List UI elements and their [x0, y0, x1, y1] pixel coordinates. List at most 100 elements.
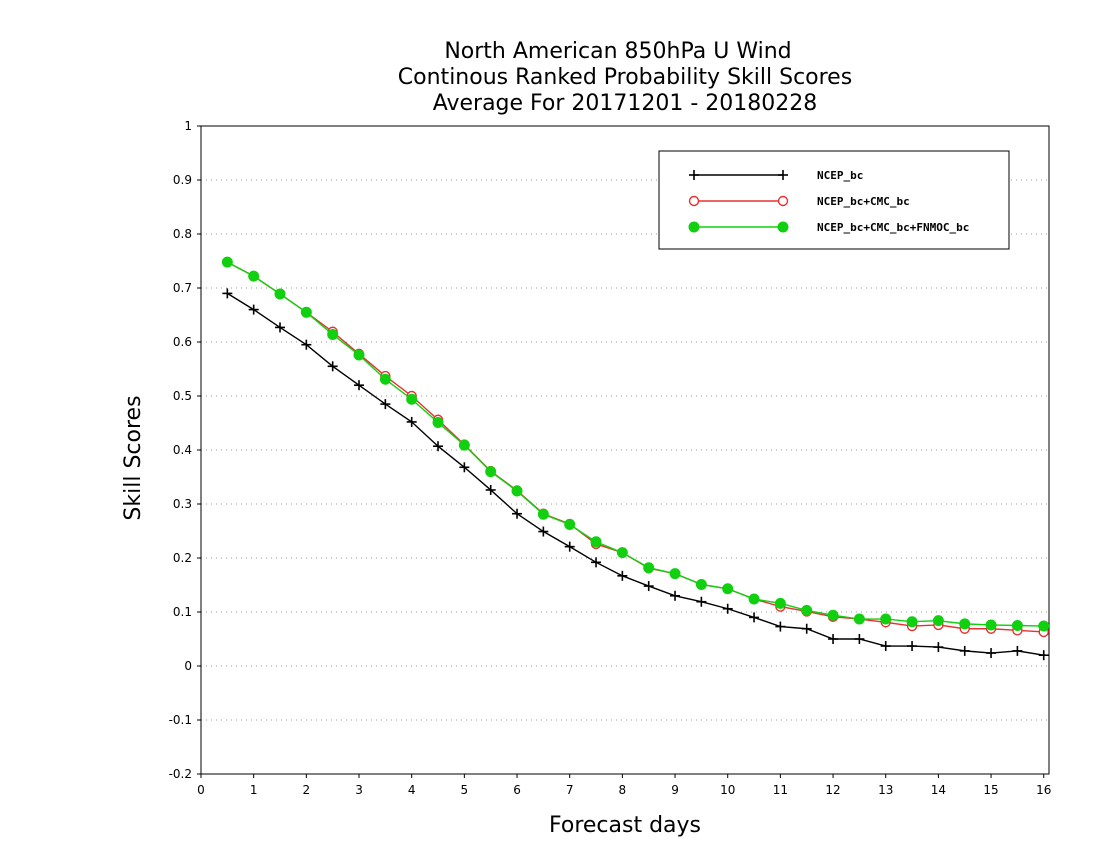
- data-point: [590, 536, 602, 548]
- data-point: [643, 562, 655, 574]
- data-point: [406, 393, 418, 405]
- data-point: [458, 439, 470, 451]
- legend-entry: NCEP_bc+CMC_bc: [688, 195, 910, 208]
- data-point: [1038, 650, 1049, 661]
- data-point: [933, 642, 944, 653]
- x-tick-label: 0: [197, 783, 205, 797]
- legend-marker-start: [688, 195, 700, 207]
- series-lines: [221, 256, 1050, 661]
- x-tick-label: 6: [513, 783, 521, 797]
- y-tick-label: 1: [184, 119, 192, 133]
- series-line: [227, 261, 1044, 627]
- chart-title-line-2: Continous Ranked Probability Skill Score…: [398, 65, 852, 90]
- data-point: [1012, 645, 1023, 656]
- data-point: [1011, 620, 1023, 631]
- x-tick-label: 4: [408, 783, 416, 797]
- y-tick-label: 0.7: [173, 281, 192, 295]
- data-point: [432, 416, 444, 428]
- data-point: [643, 581, 654, 592]
- legend-box: [658, 150, 1010, 250]
- data-point: [616, 547, 628, 559]
- x-tick-label: 14: [931, 783, 946, 797]
- x-tick-label: 2: [303, 783, 311, 797]
- data-point: [538, 526, 549, 537]
- data-point: [433, 441, 444, 452]
- data-point: [591, 557, 602, 568]
- x-tick-label: 9: [671, 783, 679, 797]
- data-point: [275, 322, 286, 333]
- x-tick-label: 15: [983, 783, 998, 797]
- y-tick-label: 0.3: [173, 497, 192, 511]
- data-point: [880, 641, 891, 652]
- data-point: [485, 484, 496, 495]
- chart-title-line-1: North American 850hPa U Wind: [444, 39, 791, 64]
- data-point: [248, 270, 260, 282]
- data-point: [617, 570, 628, 581]
- x-tick-label: 12: [825, 783, 840, 797]
- chart-title: North American 850hPa U Wind Continous R…: [398, 39, 852, 116]
- data-point: [695, 578, 707, 590]
- data-point: [379, 373, 391, 385]
- data-point: [696, 596, 707, 607]
- legend-label: NCEP_bc+CMC_bc: [817, 195, 910, 208]
- data-point: [959, 645, 970, 656]
- series-ncep-bc-cmc-bc: [222, 256, 1049, 638]
- data-point: [459, 462, 470, 473]
- data-point: [959, 618, 971, 630]
- data-point: [221, 256, 233, 268]
- x-tick-label: 3: [355, 783, 363, 797]
- data-point: [248, 304, 259, 315]
- x-tick-label: 1: [250, 783, 258, 797]
- legend: NCEP_bc NCEP_bc+CMC_bc NCEP_bc+CMC_bc+FNMO…: [658, 150, 1010, 250]
- data-point: [512, 508, 523, 519]
- x-tick-label: 7: [566, 783, 574, 797]
- y-tick-label: 0.2: [173, 551, 192, 565]
- legend-label: NCEP_bc: [817, 169, 863, 182]
- data-point: [327, 328, 339, 340]
- y-tick-label: 0.9: [173, 173, 192, 187]
- data-point: [775, 621, 786, 632]
- x-tick-label: 8: [619, 783, 627, 797]
- x-tick-label: 16: [1036, 783, 1051, 797]
- y-axis-ticks: -0.2 -0.1 0 0.1 0.2 0.3 0.4 0.5 0.6 0.7 0.8 0.9 1: [169, 119, 201, 781]
- series-ncep-bc: [222, 288, 1049, 661]
- data-point: [511, 485, 523, 497]
- data-point: [801, 604, 813, 616]
- y-tick-label: 0.8: [173, 227, 192, 241]
- data-point: [300, 306, 312, 318]
- data-point: [353, 349, 365, 361]
- y-tick-label: 0.5: [173, 389, 192, 403]
- y-tick-label: -0.2: [169, 767, 192, 781]
- data-point: [327, 361, 338, 372]
- series-line: [227, 261, 1044, 633]
- series-ncep-bc-cmc-bc-fnmoc-bc: [221, 256, 1050, 632]
- data-point: [485, 466, 497, 478]
- legend-marker-start: [689, 170, 699, 180]
- data-point: [274, 288, 286, 300]
- data-point: [907, 641, 918, 652]
- y-tick-label: 0: [184, 659, 192, 673]
- y-tick-label: 0.6: [173, 335, 192, 349]
- y-tick-label: 0.1: [173, 605, 192, 619]
- data-point: [301, 339, 312, 350]
- legend-marker-start: [688, 221, 700, 233]
- data-point: [986, 648, 997, 659]
- data-point: [564, 541, 575, 552]
- data-point: [537, 508, 549, 520]
- legend-marker-end: [777, 195, 789, 207]
- legend-entry: NCEP_bc+CMC_bc+FNMOC_bc: [688, 221, 969, 234]
- data-point: [354, 380, 365, 391]
- legend-entries: NCEP_bc NCEP_bc+CMC_bc NCEP_bc+CMC_bc+FNMO…: [688, 169, 969, 234]
- data-point: [670, 590, 681, 601]
- data-point: [827, 609, 839, 621]
- data-point: [748, 593, 760, 605]
- data-point: [669, 568, 681, 580]
- data-point: [932, 615, 944, 627]
- data-point: [406, 416, 417, 427]
- legend-label: NCEP_bc+CMC_bc+FNMOC_bc: [817, 221, 969, 234]
- data-point: [985, 619, 997, 631]
- x-axis-label: Forecast days: [549, 813, 701, 838]
- legend-entry: NCEP_bc: [689, 169, 863, 182]
- data-point: [853, 613, 865, 625]
- y-tick-label: 0.4: [173, 443, 192, 457]
